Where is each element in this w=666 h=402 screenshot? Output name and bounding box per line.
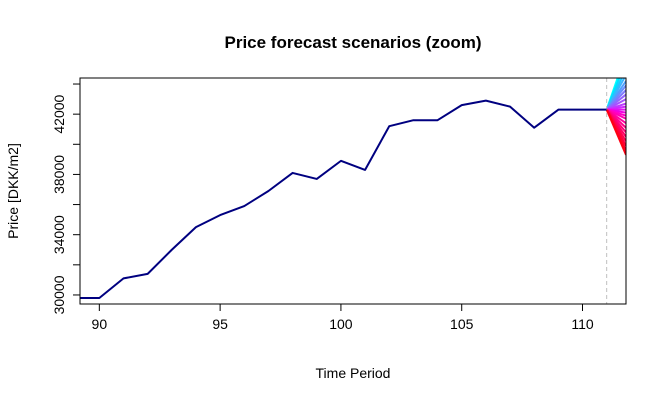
x-tick-label-95: 95 — [212, 316, 228, 332]
scenario-line-22 — [605, 109, 626, 156]
x-axis-label: Time Period — [316, 365, 391, 381]
history-line — [80, 99, 607, 299]
y-axis: 30000 34000 38000 42000 — [51, 83, 80, 314]
x-tick-label-100: 100 — [329, 316, 353, 332]
history-series-line-0 — [80, 99, 607, 299]
chart-title: Price forecast scenarios (zoom) — [225, 33, 482, 52]
plot-frame — [79, 77, 627, 305]
x-tick-label-110: 110 — [571, 316, 594, 332]
x-tick-label-105: 105 — [450, 316, 474, 332]
y-tick-label-42000: 42000 — [51, 94, 67, 133]
y-tick-label-38000: 38000 — [51, 155, 67, 194]
x-axis: 90 95 100 105 110 — [92, 304, 594, 332]
y-axis-label: Price [DKK/m2] — [5, 143, 21, 239]
scenario-lines — [605, 78, 626, 156]
y-tick-label-34000: 34000 — [51, 215, 67, 254]
x-tick-label-90: 90 — [92, 316, 108, 332]
y-tick-label-30000: 30000 — [51, 275, 67, 314]
